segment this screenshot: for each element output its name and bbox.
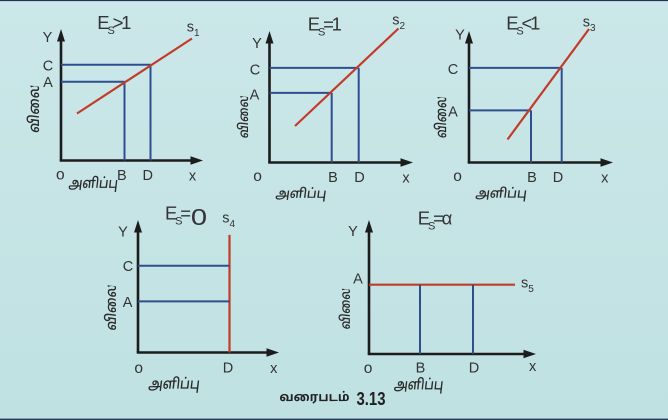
svg-text:Y: Y [118,225,128,241]
svg-text:D: D [223,361,233,377]
svg-text:A: A [250,88,260,104]
svg-text:x: x [601,171,609,187]
svg-text:D: D [469,361,479,377]
svg-text:o: o [134,360,143,377]
svg-text:C: C [250,63,260,79]
svg-text:Y: Y [455,28,465,44]
svg-text:C: C [448,62,458,78]
svg-text:A: A [353,272,363,288]
svg-text:0: 0 [191,204,207,230]
svg-text:D: D [354,170,364,186]
svg-text:x: x [529,359,537,375]
svg-text:B: B [416,361,426,377]
svg-text:C: C [43,59,53,75]
svg-text:A: A [448,105,458,121]
svg-text:ES=α: ES=α [418,208,453,233]
svg-text:o: o [364,360,373,377]
svg-text:B: B [117,168,127,184]
svg-text:x: x [402,171,410,187]
svg-text:o: o [453,168,462,185]
svg-text:Y: Y [252,36,262,52]
svg-text:o: o [56,167,65,184]
svg-text:ES>1: ES>1 [97,12,131,37]
svg-text:A: A [43,75,53,91]
svg-text:A: A [123,295,133,311]
svg-text:C: C [123,259,133,275]
svg-text:B: B [527,170,537,186]
svg-text:D: D [143,168,153,184]
svg-text:o: o [253,168,262,185]
svg-text:x: x [270,361,278,377]
svg-text:ES=1: ES=1 [308,14,342,39]
svg-text:Y: Y [348,224,358,240]
svg-text:Y: Y [43,30,53,46]
svg-text:ES<1: ES<1 [506,13,540,38]
svg-text:D: D [553,170,563,186]
svg-text:B: B [328,170,338,186]
svg-text:x: x [189,169,197,185]
svg-text:3.13: 3.13 [357,388,386,409]
